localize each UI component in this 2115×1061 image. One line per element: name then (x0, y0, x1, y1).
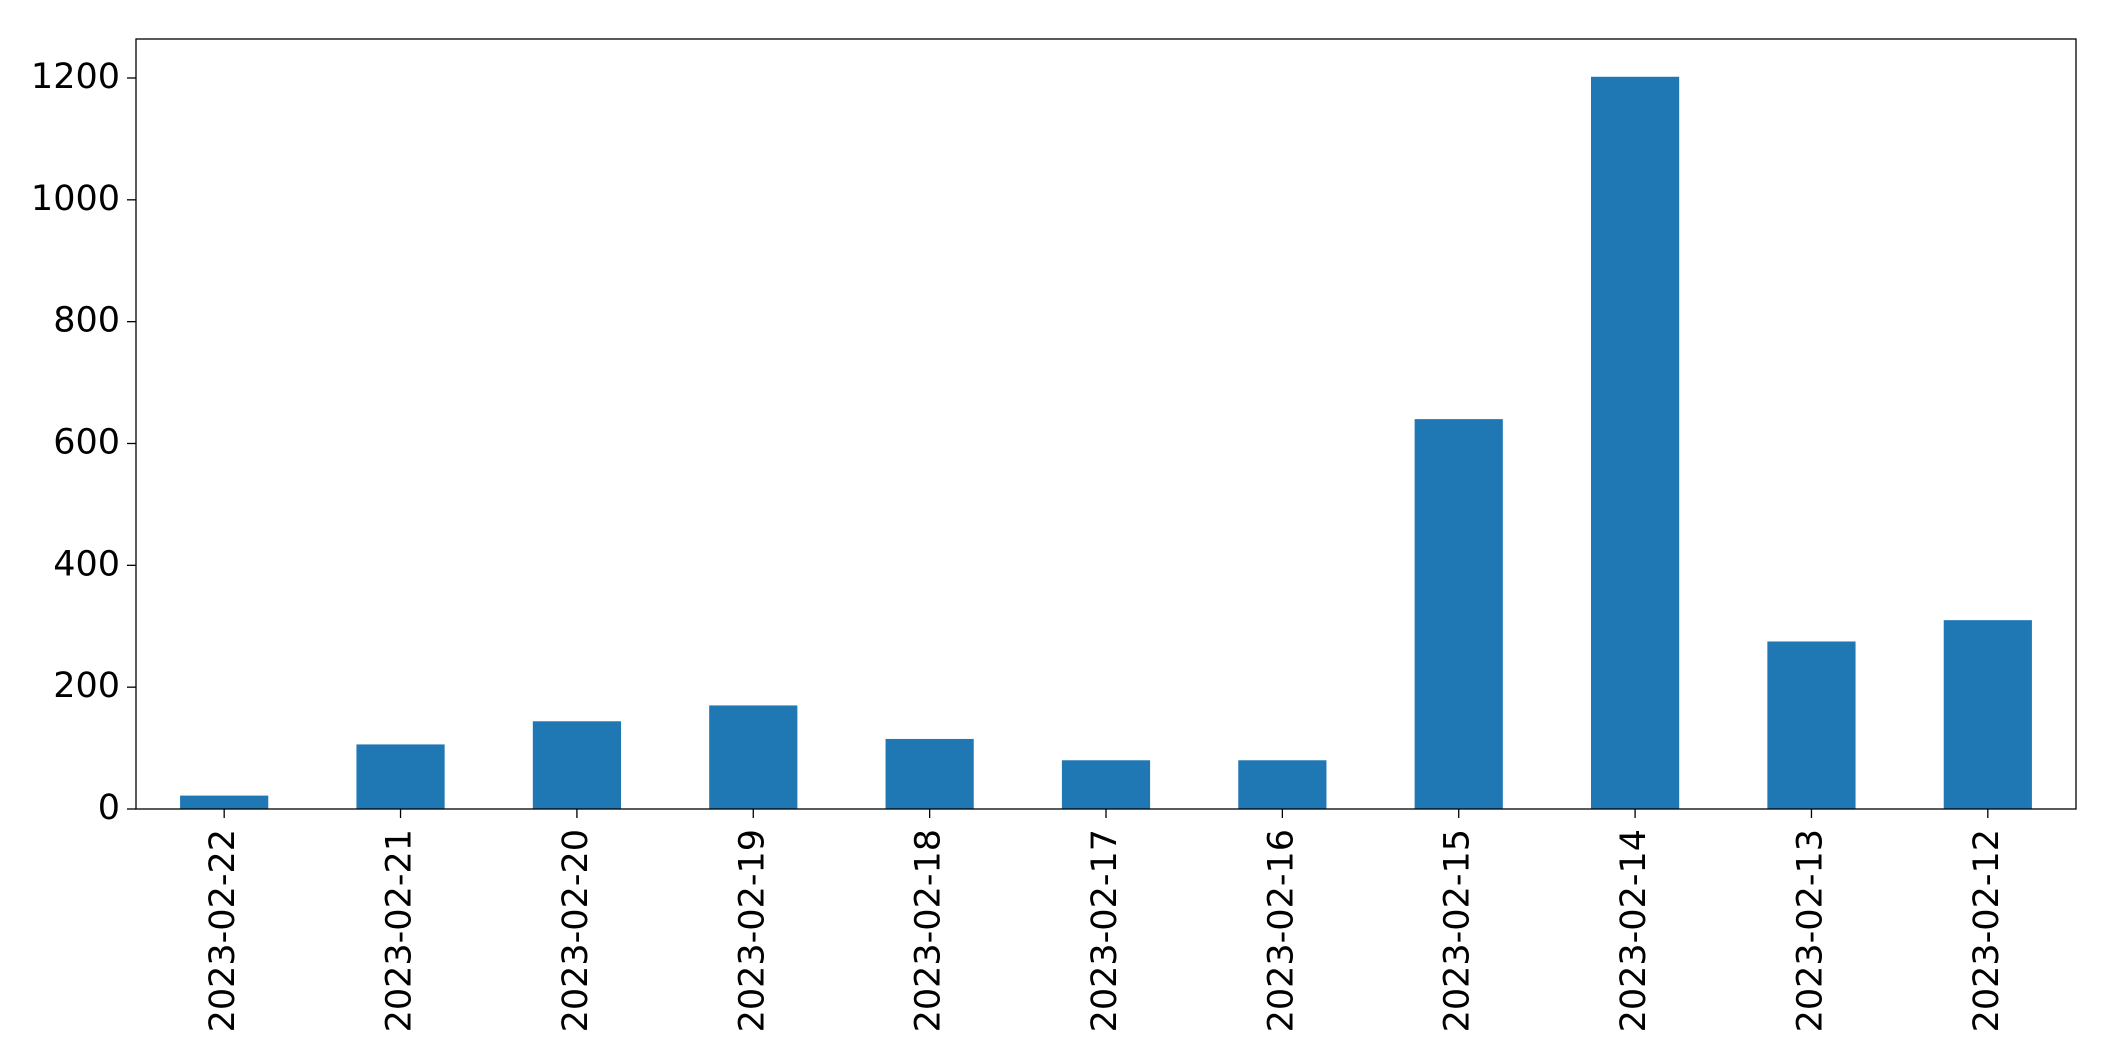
y-tick-label: 400 (53, 544, 120, 584)
y-tick-label: 200 (53, 666, 120, 706)
bar (1238, 760, 1327, 809)
x-tick-label: 2023-02-17 (1085, 829, 1125, 1032)
plot-frame (135, 38, 2077, 810)
y-tick-label: 600 (53, 422, 120, 462)
bar (1943, 620, 2032, 809)
y-tick-label: 1200 (31, 57, 120, 97)
y-tick-label: 0 (98, 788, 120, 828)
bar (709, 705, 798, 809)
x-tick-label: 2023-02-21 (380, 829, 420, 1032)
x-tick-label: 2023-02-13 (1790, 829, 1830, 1032)
x-tick-label: 2023-02-14 (1614, 829, 1654, 1032)
bar (1767, 641, 1856, 809)
x-tick-label: 2023-02-22 (203, 829, 243, 1032)
bar (885, 738, 974, 809)
x-tick-label: 2023-02-12 (1967, 829, 2007, 1032)
x-tick-label: 2023-02-15 (1438, 829, 1478, 1032)
bar (180, 795, 269, 809)
bar (532, 721, 621, 809)
x-tick-label: 2023-02-16 (1261, 829, 1301, 1032)
bar (1414, 419, 1503, 809)
x-tick-label: 2023-02-19 (732, 829, 772, 1032)
bar (1061, 760, 1151, 809)
x-tick-label: 2023-02-18 (909, 829, 949, 1032)
y-tick-label: 1000 (31, 179, 120, 219)
x-tick-label: 2023-02-20 (556, 829, 596, 1032)
bar (1591, 76, 1680, 810)
y-tick-label: 800 (53, 301, 120, 341)
bar (356, 744, 445, 809)
